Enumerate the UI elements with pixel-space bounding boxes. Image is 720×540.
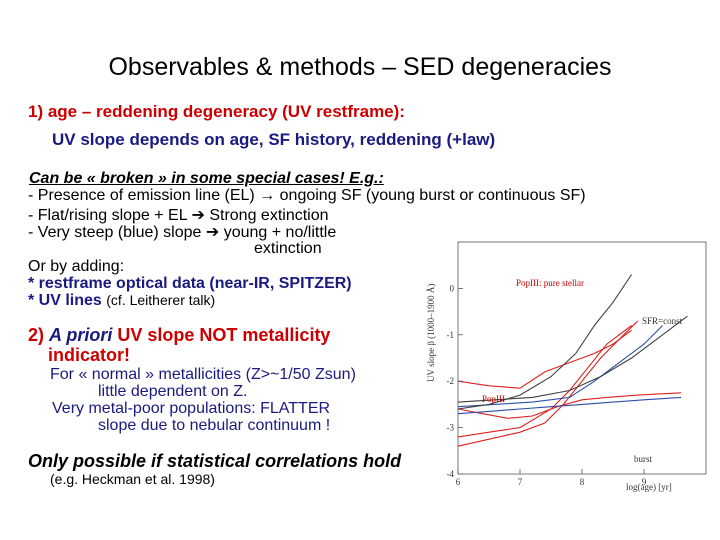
annotation-sfr-const: SFR=const xyxy=(642,316,683,326)
section2-note2: Very metal-poor populations: FLATTER xyxy=(52,400,331,417)
series-line-0 xyxy=(457,320,639,447)
y-tick-label: -3 xyxy=(447,423,455,433)
adding-item2-ref: (cf. Leitherer talk) xyxy=(106,292,216,308)
adding-item1: * restframe optical data (near-IR, SPITZ… xyxy=(28,275,352,292)
slide-title: Observables & methods – SED degeneracies xyxy=(108,53,612,81)
section2-note1b: little dependent on Z. xyxy=(98,383,248,400)
x-axis-label: log(age) [yr] xyxy=(626,482,672,492)
y-axis-label: UV slope β (1000–1900 Å) xyxy=(426,284,436,382)
section1-heading: 1) age – reddening degeneracy (UV restfr… xyxy=(28,102,405,121)
series-line-5 xyxy=(457,325,663,408)
broken-intro: Can be « broken » in some special cases!… xyxy=(29,170,384,187)
section2-italic: A priori xyxy=(49,325,113,345)
section1-subheading: UV slope depends on age, SF history, red… xyxy=(52,130,496,149)
series-line-7 xyxy=(457,315,688,403)
adding-intro: Or by adding: xyxy=(28,258,125,275)
uv-slope-age-plot: -4 -3 -2 -1 0 6 7 8 9 log(age) [yr] UV slope β … xyxy=(426,241,707,492)
section2-heading: 2) A priori UV slope NOT metallicity xyxy=(28,325,330,346)
series-line-1 xyxy=(457,325,632,438)
adding-item2-main: * UV lines xyxy=(28,292,102,309)
broken-line2: - Flat/rising slope + EL ➔ Strong extinc… xyxy=(28,207,329,224)
x-tick-label: 7 xyxy=(518,477,523,487)
annotation-popiii-pure-stellar: PopIII: pure stellar xyxy=(516,278,584,288)
adding-item2: * UV lines (cf. Leitherer talk) xyxy=(28,292,215,310)
broken-line3-cont: extinction xyxy=(254,240,322,257)
section2-note2b: slope due to nebular continuum ! xyxy=(98,417,331,434)
section2-prefix: 2) xyxy=(28,325,45,345)
section2-rest: UV slope NOT metallicity xyxy=(117,325,331,345)
broken-line3: - Very steep (blue) slope ➔ young + no/l… xyxy=(28,224,337,241)
x-tick-label: 6 xyxy=(456,477,461,487)
section2-note1: For « normal » metallicities (Z>~1/50 Zs… xyxy=(50,366,356,383)
broken-line1: - Presence of emission line (EL) → ongoi… xyxy=(28,187,586,204)
x-tick-label: 9 xyxy=(642,477,647,487)
section2-line2: indicator! xyxy=(48,345,131,365)
series-line-3 xyxy=(457,329,632,389)
x-tick-label: 8 xyxy=(580,477,585,487)
series-line-6 xyxy=(457,274,633,410)
annotation-popiii: PopIII xyxy=(482,394,505,404)
series-line-4 xyxy=(457,396,682,415)
conclusion-ref: (e.g. Heckman et al. 1998) xyxy=(50,471,215,487)
y-tick-label: -2 xyxy=(447,376,455,386)
y-tick-label: -4 xyxy=(447,469,455,479)
conclusion-text: Only possible if statistical correlation… xyxy=(28,451,402,471)
y-tick-label: 0 xyxy=(450,283,455,293)
y-tick-label: -1 xyxy=(447,330,455,340)
annotation-burst: burst xyxy=(634,454,652,464)
